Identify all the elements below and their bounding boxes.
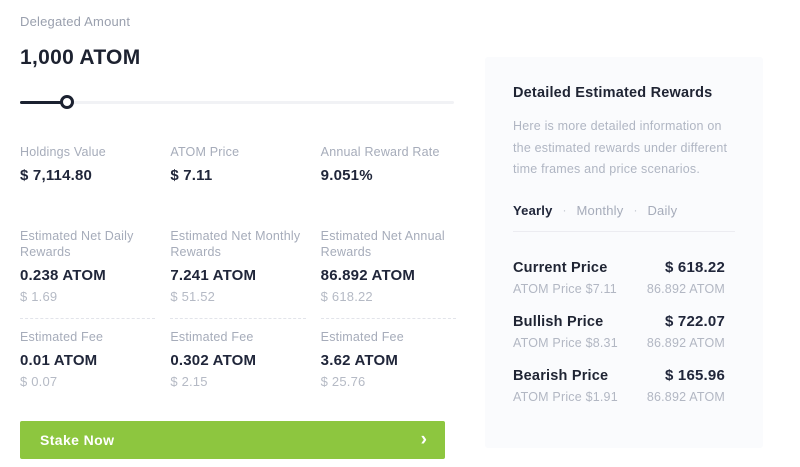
atom-price-stat: ATOM Price $ 7.11 [170, 144, 305, 184]
monthly-rewards-stat: Estimated Net Monthly Rewards 7.241 ATOM… [170, 228, 305, 304]
stat-usd-value: $ 0.07 [20, 374, 58, 389]
stat-value: 0.302 ATOM [170, 352, 257, 369]
stat-label: Estimated Fee [170, 330, 254, 344]
bearish-price-row: Bearish Price $ 165.96 ATOM Price $1.91 … [513, 367, 735, 404]
summary-stats-row: Holdings Value $ 7,114.80 ATOM Price $ 7… [20, 144, 456, 184]
stat-label: Estimated Net Monthly Rewards [170, 229, 301, 259]
stat-usd-value: $ 2.15 [170, 374, 208, 389]
stat-label: Estimated Fee [20, 330, 104, 344]
holdings-value-stat: Holdings Value $ 7,114.80 [20, 144, 155, 184]
scenario-atom-price: ATOM Price $8.31 [513, 335, 618, 350]
daily-rewards-stat: Estimated Net Daily Rewards 0.238 ATOM $… [20, 228, 155, 304]
stat-label: Annual Reward Rate [320, 145, 440, 159]
stat-usd-value: $ 1.69 [20, 289, 58, 304]
delegated-amount-slider[interactable] [20, 94, 456, 110]
slider-fill [20, 101, 62, 104]
scenario-name: Bearish Price [513, 367, 609, 384]
stat-usd-value: $ 51.52 [170, 289, 216, 304]
stat-value: 9.051% [320, 167, 373, 184]
scenario-total: $ 618.22 [665, 258, 725, 276]
fees-row: Estimated Fee 0.01 ATOM $ 0.07 Estimated… [20, 318, 456, 389]
detailed-rewards-panel: Detailed Estimated Rewards Here is more … [485, 57, 763, 448]
calculator-panel: Delegated Amount 1,000 ATOM Holdings Val… [20, 0, 456, 459]
stat-value: $ 7.11 [170, 167, 213, 184]
delegated-amount-value: 1,000 ATOM [20, 46, 141, 69]
stat-value: 7.241 ATOM [170, 267, 257, 284]
current-price-row: Current Price $ 618.22 ATOM Price $7.11 … [513, 259, 735, 296]
scenario-total: $ 165.96 [665, 366, 725, 384]
scenario-name: Bullish Price [513, 313, 604, 330]
price-scenarios: Current Price $ 618.22 ATOM Price $7.11 … [513, 259, 735, 404]
stat-value: 86.892 ATOM [320, 267, 416, 284]
annual-rewards-stat: Estimated Net Annual Rewards 86.892 ATOM… [321, 228, 456, 304]
bullish-price-row: Bullish Price $ 722.07 ATOM Price $8.31 … [513, 313, 735, 350]
stat-label: Estimated Net Annual Rewards [320, 229, 445, 259]
chevron-right-icon: › [420, 428, 427, 450]
scenario-atom-amount: 86.892 ATOM [646, 389, 725, 404]
scenario-atom-amount: 86.892 ATOM [646, 335, 725, 350]
stat-value: $ 7,114.80 [20, 167, 93, 184]
scenario-atom-price: ATOM Price $7.11 [513, 281, 617, 296]
stat-label: ATOM Price [170, 145, 240, 159]
stake-now-label: Stake Now [40, 432, 115, 448]
stat-label: Estimated Fee [320, 330, 404, 344]
monthly-fee-stat: Estimated Fee 0.302 ATOM $ 2.15 [170, 318, 306, 389]
tab-separator-dot: · [562, 203, 567, 217]
stat-label: Estimated Net Daily Rewards [20, 229, 134, 259]
annual-fee-stat: Estimated Fee 3.62 ATOM $ 25.76 [320, 318, 456, 389]
stat-value: 3.62 ATOM [320, 352, 399, 369]
tab-monthly[interactable]: Monthly [576, 202, 624, 218]
delegated-amount-label: Delegated Amount [20, 14, 131, 29]
stat-value: 0.238 ATOM [20, 267, 106, 284]
tabs-divider [513, 230, 735, 232]
net-rewards-row: Estimated Net Daily Rewards 0.238 ATOM $… [20, 228, 456, 304]
panel-title: Detailed Estimated Rewards [513, 85, 713, 101]
panel-description: Here is more detailed information on the… [513, 119, 728, 176]
tab-yearly[interactable]: Yearly [513, 202, 553, 218]
slider-thumb[interactable] [60, 95, 74, 109]
scenario-total: $ 722.07 [665, 312, 725, 330]
timeframe-tabs: Yearly · Monthly · Daily [513, 203, 735, 218]
daily-fee-stat: Estimated Fee 0.01 ATOM $ 0.07 [20, 318, 156, 389]
stake-now-button[interactable]: Stake Now › [20, 421, 445, 459]
scenario-atom-amount: 86.892 ATOM [646, 281, 725, 296]
stat-usd-value: $ 25.76 [320, 374, 366, 389]
tab-separator-dot: · [633, 203, 638, 217]
annual-reward-rate-stat: Annual Reward Rate 9.051% [321, 144, 456, 184]
scenario-name: Current Price [513, 259, 608, 276]
stat-label: Holdings Value [20, 145, 106, 159]
slider-track[interactable] [20, 101, 454, 104]
scenario-atom-price: ATOM Price $1.91 [513, 389, 618, 404]
stat-value: 0.01 ATOM [20, 352, 98, 369]
stat-usd-value: $ 618.22 [320, 289, 373, 304]
tab-daily[interactable]: Daily [647, 202, 678, 218]
